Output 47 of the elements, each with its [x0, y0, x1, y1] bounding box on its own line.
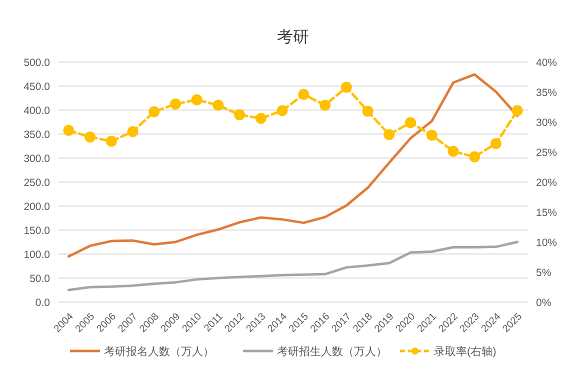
point: [212, 100, 224, 111]
point: [63, 124, 74, 136]
y2-tick-label: 35%: [536, 87, 558, 99]
legend-label: 考研报名人数（万人）: [104, 345, 214, 358]
point: [340, 82, 352, 93]
point: [384, 129, 395, 140]
point: [512, 105, 523, 116]
y2-tick-label: 40%: [536, 57, 558, 69]
y-tick-label: 500.0: [24, 57, 50, 69]
point: [426, 130, 438, 141]
y2-tick-label: 5%: [536, 267, 552, 279]
legend-label: 考研招生人数（万人）: [277, 345, 387, 358]
point: [191, 94, 202, 106]
point: [405, 117, 416, 128]
y-tick-label: 350.0: [24, 129, 50, 141]
y2-tick-label: 30%: [536, 117, 558, 129]
y2-tick-label: 20%: [536, 177, 558, 189]
point: [362, 106, 374, 117]
point: [84, 132, 96, 142]
y-tick-label: 200.0: [24, 201, 50, 213]
point: [170, 98, 181, 110]
y-tick-label: 50.0: [30, 273, 50, 285]
point: [320, 100, 331, 111]
y-tick-label: 150.0: [24, 225, 50, 237]
line-series: [67, 240, 519, 292]
y2-tick-label: 15%: [536, 207, 558, 219]
y-tick-label: 300.0: [24, 153, 50, 165]
y2-tick-label: 10%: [536, 237, 558, 249]
point: [276, 105, 288, 116]
y-tick-label: 450.0: [24, 81, 50, 93]
point: [127, 126, 138, 138]
point: [490, 138, 502, 150]
y2-tick-label: 25%: [536, 147, 558, 159]
point: [298, 88, 310, 100]
y-tick-label: 400.0: [24, 105, 50, 117]
y2-tick-label: 0%: [536, 297, 552, 309]
point: [148, 106, 160, 118]
y-tick-label: 250.0: [24, 177, 50, 189]
point: [234, 109, 246, 120]
y-tick-label: 0.0: [35, 297, 50, 309]
y-tick-label: 100.0: [24, 249, 50, 261]
point: [255, 112, 266, 124]
legend-label: 录取率(右轴): [434, 345, 496, 358]
chart-title: 考研: [277, 28, 309, 46]
point: [106, 136, 117, 147]
point: [448, 146, 459, 157]
point: [469, 151, 480, 162]
